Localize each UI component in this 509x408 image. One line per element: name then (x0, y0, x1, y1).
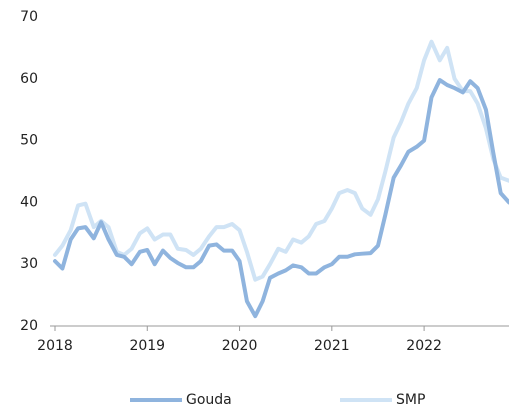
series-line (53, 78, 509, 319)
y-tick-label: 30 (20, 256, 38, 272)
x-tick-label: 2019 (129, 338, 165, 354)
x-tick-label: 2021 (314, 338, 350, 354)
x-tick-label: 2022 (406, 338, 442, 354)
legend-label: SMP (396, 392, 425, 408)
y-tick-label: 70 (20, 9, 38, 25)
series-line (53, 39, 509, 282)
y-tick-label: 40 (20, 194, 38, 210)
legend-label: Gouda (186, 392, 232, 408)
x-tick-label: 2018 (37, 338, 73, 354)
y-tick-label: 50 (20, 133, 38, 149)
y-tick-label: 60 (20, 71, 38, 87)
x-tick-label: 2020 (222, 338, 258, 354)
y-tick-label: 20 (20, 318, 38, 334)
